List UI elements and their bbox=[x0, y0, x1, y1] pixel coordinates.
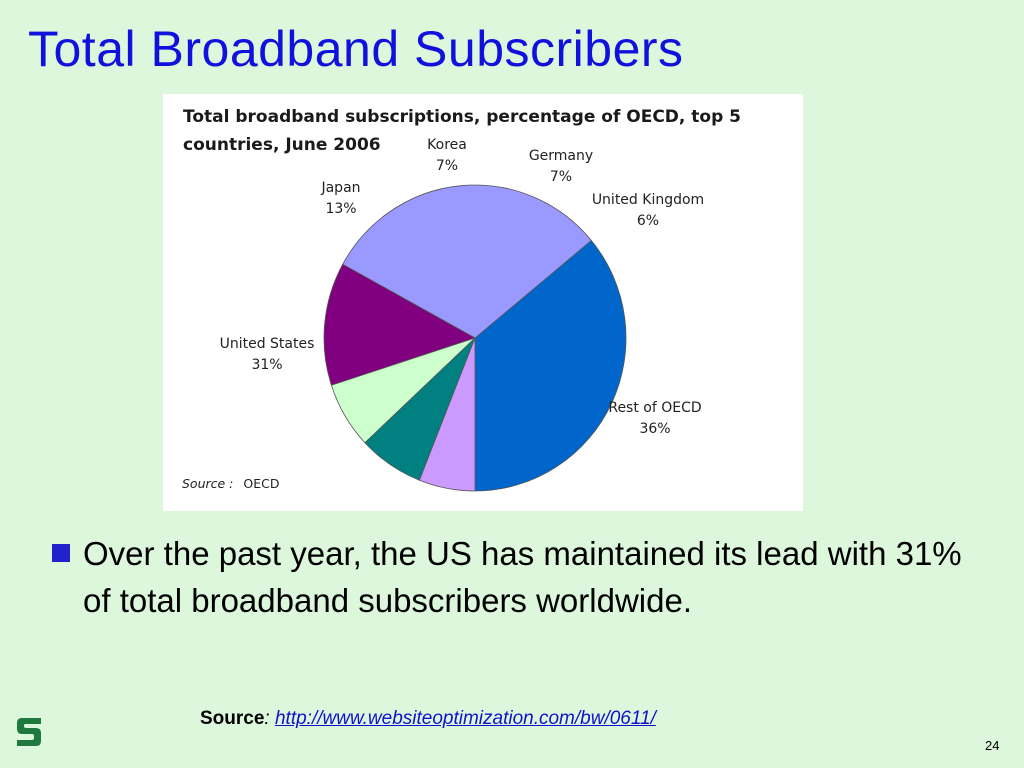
slice-name-rest-of-oecd: Rest of OECD bbox=[608, 400, 701, 416]
slice-value-united-kingdom: 6% bbox=[637, 213, 659, 229]
slice-value-japan: 13% bbox=[325, 201, 356, 217]
chart-title-line-2: countries, June 2006 bbox=[183, 135, 381, 155]
source-link[interactable]: http://www.websiteoptimization.com/bw/06… bbox=[274, 708, 656, 729]
source-colon: : bbox=[264, 708, 270, 729]
slice-value-rest-of-oecd: 36% bbox=[639, 421, 670, 437]
source-line: Source: http://www.websiteoptimization.c… bbox=[200, 707, 656, 731]
bullet-square-icon bbox=[52, 544, 70, 562]
slice-name-japan: Japan bbox=[320, 180, 360, 196]
chart-source-key: Source : bbox=[182, 476, 233, 491]
bullet-point: Over the past year, the US has maintaine… bbox=[52, 530, 992, 624]
page-number: 24 bbox=[985, 738, 1000, 753]
pie-slice-rest-of-oecd bbox=[474, 239, 627, 492]
source-label: Source bbox=[200, 708, 265, 729]
pie-slice-united-kingdom bbox=[418, 337, 476, 492]
pie-slices bbox=[323, 184, 627, 492]
slice-value-korea: 7% bbox=[436, 158, 458, 174]
spartan-s-logo-icon bbox=[17, 718, 41, 746]
pie-labels: Rest of OECD 36% United States 31% Japan 13% K… bbox=[220, 137, 705, 437]
chart-source-note: Source : OECD bbox=[182, 476, 279, 491]
slice-value-united-states: 31% bbox=[251, 357, 282, 373]
pie-chart: Total broadband subscriptions, percentag… bbox=[163, 94, 803, 511]
slice-value-germany: 7% bbox=[550, 169, 572, 185]
chart-source-value: OECD bbox=[243, 476, 279, 491]
bullet-text: Over the past year, the US has maintaine… bbox=[83, 535, 962, 619]
chart-title-line-1: Total broadband subscriptions, percentag… bbox=[183, 107, 741, 127]
slice-name-germany: Germany bbox=[529, 148, 593, 164]
pie-chart-svg: Total broadband subscriptions, percentag… bbox=[182, 107, 741, 492]
slice-name-korea: Korea bbox=[427, 137, 467, 153]
pie-slice-united-states bbox=[342, 184, 592, 339]
pie-slice-japan bbox=[323, 263, 476, 386]
slice-name-united-kingdom: United Kingdom bbox=[592, 192, 704, 208]
slice-name-united-states: United States bbox=[220, 336, 315, 352]
slide-title: Total Broadband Subscribers bbox=[28, 21, 684, 77]
